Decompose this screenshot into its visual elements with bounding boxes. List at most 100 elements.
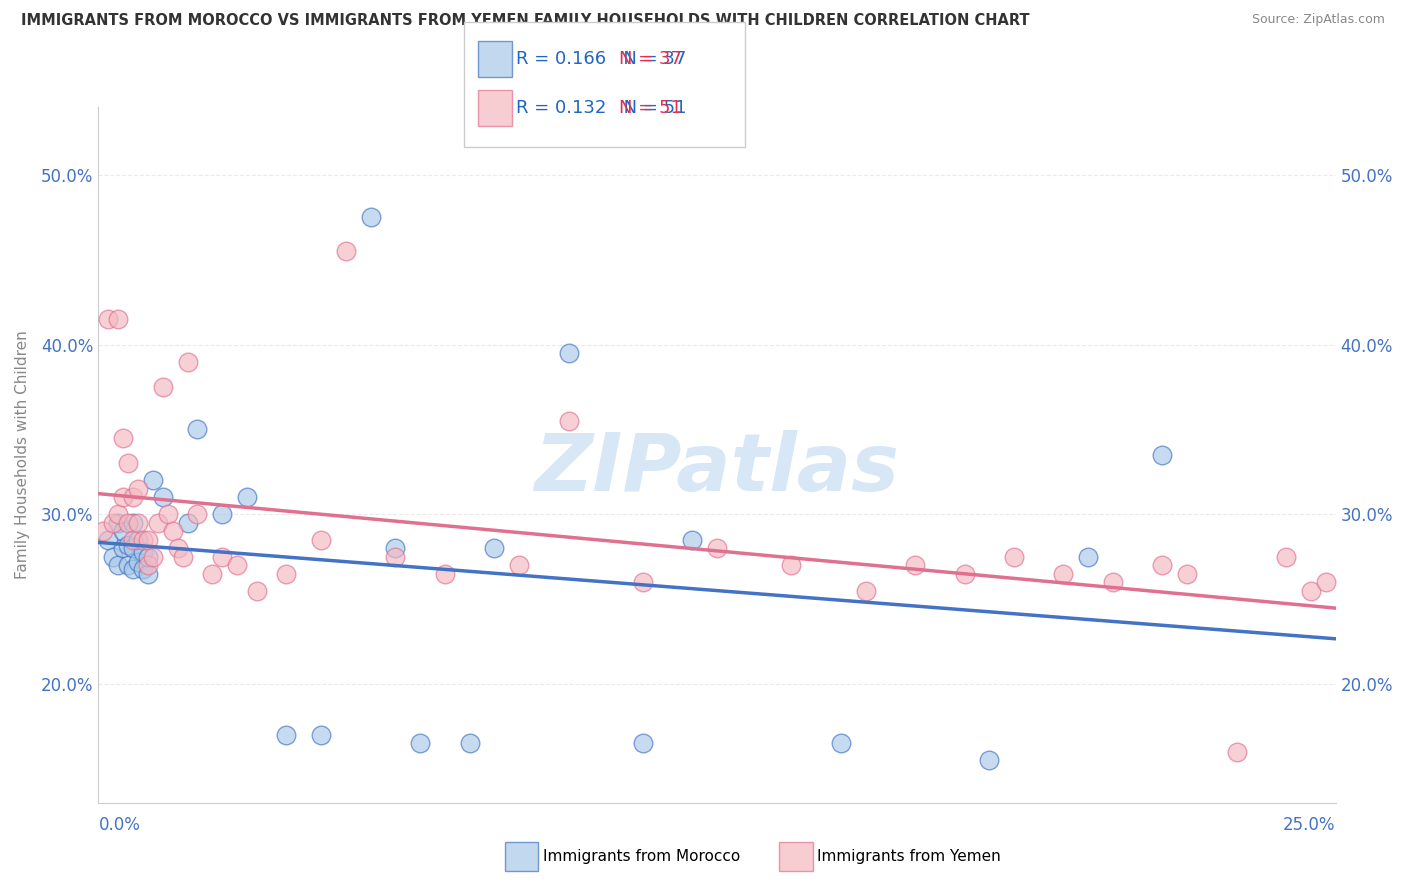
Text: N = 37: N = 37	[619, 50, 682, 68]
Point	[162, 524, 184, 539]
Point	[107, 312, 129, 326]
Y-axis label: Family Households with Children: Family Households with Children	[15, 331, 30, 579]
Point	[1275, 549, 1298, 564]
Point	[127, 482, 149, 496]
Point	[146, 516, 169, 530]
Point	[156, 508, 179, 522]
Point	[132, 561, 155, 575]
Point	[681, 533, 703, 547]
Point	[136, 558, 159, 573]
Point	[433, 566, 456, 581]
Point	[176, 354, 198, 368]
Text: 25.0%: 25.0%	[1284, 816, 1336, 834]
Point	[117, 516, 139, 530]
Text: R = 0.166   N = 37: R = 0.166 N = 37	[516, 50, 686, 68]
Point	[226, 558, 249, 573]
Point	[166, 541, 188, 556]
Point	[127, 533, 149, 547]
Point	[246, 583, 269, 598]
Point	[706, 541, 728, 556]
Point	[557, 346, 579, 360]
Point	[780, 558, 803, 573]
Point	[1102, 575, 1125, 590]
Point	[152, 380, 174, 394]
Point	[136, 533, 159, 547]
Point	[112, 491, 135, 505]
Point	[484, 541, 506, 556]
Point	[1077, 549, 1099, 564]
Point	[127, 516, 149, 530]
Point	[132, 533, 155, 547]
Point	[1152, 448, 1174, 462]
Point	[458, 736, 481, 750]
Point	[103, 516, 125, 530]
Point	[176, 516, 198, 530]
Point	[122, 516, 145, 530]
Point	[1052, 566, 1074, 581]
Point	[136, 549, 159, 564]
Point	[107, 508, 129, 522]
Text: Immigrants from Morocco: Immigrants from Morocco	[543, 849, 740, 863]
Text: Immigrants from Yemen: Immigrants from Yemen	[817, 849, 1001, 863]
Point	[186, 508, 208, 522]
Point	[953, 566, 976, 581]
Text: Source: ZipAtlas.com: Source: ZipAtlas.com	[1251, 13, 1385, 27]
Point	[112, 431, 135, 445]
Point	[409, 736, 432, 750]
Text: IMMIGRANTS FROM MOROCCO VS IMMIGRANTS FROM YEMEN FAMILY HOUSEHOLDS WITH CHILDREN: IMMIGRANTS FROM MOROCCO VS IMMIGRANTS FR…	[21, 13, 1029, 29]
Point	[1299, 583, 1322, 598]
Point	[1152, 558, 1174, 573]
Point	[201, 566, 224, 581]
Point	[122, 541, 145, 556]
Point	[117, 538, 139, 552]
Point	[172, 549, 194, 564]
Point	[122, 561, 145, 575]
Point	[186, 422, 208, 436]
Point	[132, 544, 155, 558]
Point	[1175, 566, 1198, 581]
Point	[384, 541, 406, 556]
Text: R = 0.132   N = 51: R = 0.132 N = 51	[516, 99, 686, 117]
Text: N = 51: N = 51	[619, 99, 682, 117]
Point	[557, 414, 579, 428]
Point	[211, 549, 233, 564]
Point	[236, 491, 259, 505]
Point	[276, 566, 298, 581]
Point	[830, 736, 852, 750]
Point	[384, 549, 406, 564]
Point	[152, 491, 174, 505]
Point	[1315, 575, 1337, 590]
Point	[1226, 745, 1249, 759]
Point	[335, 244, 357, 259]
Point	[211, 508, 233, 522]
Point	[309, 728, 332, 742]
Point	[855, 583, 877, 598]
Point	[107, 558, 129, 573]
Point	[117, 558, 139, 573]
Point	[93, 524, 115, 539]
Point	[97, 533, 120, 547]
Point	[112, 541, 135, 556]
Point	[142, 474, 165, 488]
Point	[508, 558, 530, 573]
Point	[103, 549, 125, 564]
Point	[142, 549, 165, 564]
Point	[360, 211, 382, 225]
Point	[107, 516, 129, 530]
Point	[112, 524, 135, 539]
Point	[904, 558, 927, 573]
Point	[979, 753, 1001, 767]
Point	[127, 555, 149, 569]
Text: ZIPatlas: ZIPatlas	[534, 430, 900, 508]
Point	[1002, 549, 1025, 564]
Point	[122, 491, 145, 505]
Text: 0.0%: 0.0%	[98, 816, 141, 834]
Point	[117, 457, 139, 471]
Point	[136, 566, 159, 581]
Point	[631, 736, 654, 750]
Point	[276, 728, 298, 742]
Point	[97, 312, 120, 326]
Point	[631, 575, 654, 590]
Point	[122, 533, 145, 547]
Point	[309, 533, 332, 547]
